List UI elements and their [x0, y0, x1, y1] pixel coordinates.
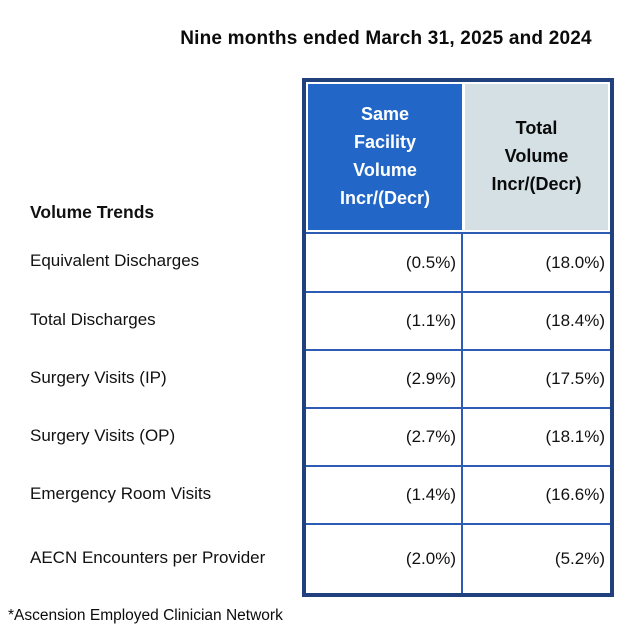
column-header-same-facility: Same Facility Volume Incr/(Decr) — [308, 84, 462, 230]
cell-same-facility: (0.5%) — [306, 234, 461, 291]
cell-total: (16.6%) — [463, 467, 610, 523]
footnote: *Ascension Employed Clinician Network — [8, 607, 283, 624]
cell-total: (5.2%) — [463, 525, 610, 593]
table-body: (0.5%) (18.0%) (1.1%) (18.4%) (2.9%) (17… — [306, 232, 610, 593]
column-header-line: Facility — [353, 132, 417, 153]
table-caption: Volume Trends — [30, 202, 155, 222]
row-label: AECN Encounters per Provider — [30, 548, 266, 568]
page-title: Nine months ended March 31, 2025 and 202… — [180, 28, 592, 49]
row-label: Surgery Visits (IP) — [30, 367, 167, 387]
column-header-total-volume: Total Volume Incr/(Decr) — [465, 84, 608, 230]
cell-same-facility: (1.1%) — [306, 293, 461, 349]
cell-same-facility: (2.0%) — [306, 525, 461, 593]
row-label-column: Volume Trends Equivalent Discharges Tota… — [30, 78, 288, 594]
cell-total: (18.0%) — [463, 234, 610, 291]
table-header-row: Same Facility Volume Incr/(Decr) Total V… — [306, 82, 610, 232]
column-header-line: Volume — [353, 160, 417, 180]
column-header-line: Total — [515, 118, 558, 139]
cell-same-facility: (2.9%) — [306, 351, 461, 407]
row-label: Emergency Room Visits — [30, 483, 212, 503]
cell-same-facility: (1.4%) — [306, 467, 461, 523]
volume-trends-table: Same Facility Volume Incr/(Decr) Total V… — [302, 78, 614, 597]
cell-same-facility: (2.7%) — [306, 409, 461, 465]
cell-total: (18.1%) — [463, 409, 610, 465]
cell-total: (17.5%) — [463, 351, 610, 407]
row-label: Total Discharges — [30, 309, 156, 329]
column-header-line: Volume — [504, 146, 569, 167]
row-label: Surgery Visits (OP) — [30, 425, 176, 445]
column-header-line: Incr/(Decr) — [491, 173, 582, 194]
cell-total: (18.4%) — [463, 293, 610, 349]
column-header-line: Same — [360, 104, 410, 125]
column-header-line: Incr/(Decr) — [339, 187, 431, 208]
row-label: Equivalent Discharges — [30, 251, 200, 271]
